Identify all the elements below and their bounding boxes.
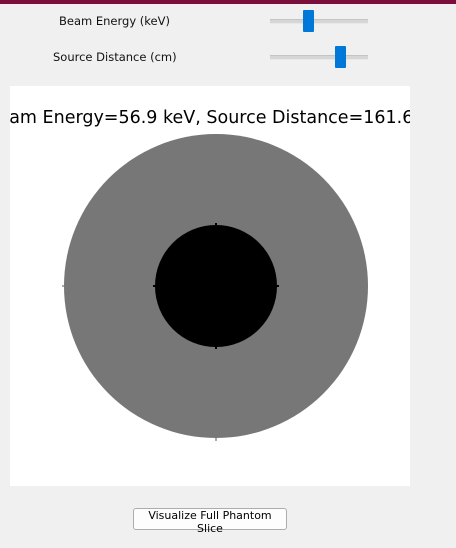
phantom-figure: Beam Energy=56.9 keV, Source Distance=16… bbox=[10, 86, 410, 486]
phantom-inner-disk bbox=[155, 225, 277, 347]
source-distance-slider-track[interactable] bbox=[270, 55, 368, 60]
phantom-plot bbox=[62, 134, 368, 441]
source-distance-slider-thumb[interactable] bbox=[334, 46, 346, 68]
beam-energy-label: Beam Energy (keV) bbox=[59, 14, 170, 28]
figure-title: Beam Energy=56.9 keV, Source Distance=16… bbox=[10, 108, 410, 128]
beam-energy-slider-track[interactable] bbox=[270, 19, 368, 24]
window-top-bar bbox=[0, 0, 456, 4]
source-distance-label: Source Distance (cm) bbox=[53, 50, 177, 64]
beam-energy-slider[interactable] bbox=[270, 9, 368, 33]
visualize-full-phantom-slice-button[interactable]: Visualize Full Phantom Slice bbox=[133, 508, 287, 535]
source-distance-slider[interactable] bbox=[270, 45, 368, 69]
source-distance-control: Source Distance (cm) bbox=[0, 45, 456, 69]
beam-energy-control: Beam Energy (keV) bbox=[0, 9, 456, 33]
beam-energy-slider-thumb[interactable] bbox=[303, 10, 315, 32]
